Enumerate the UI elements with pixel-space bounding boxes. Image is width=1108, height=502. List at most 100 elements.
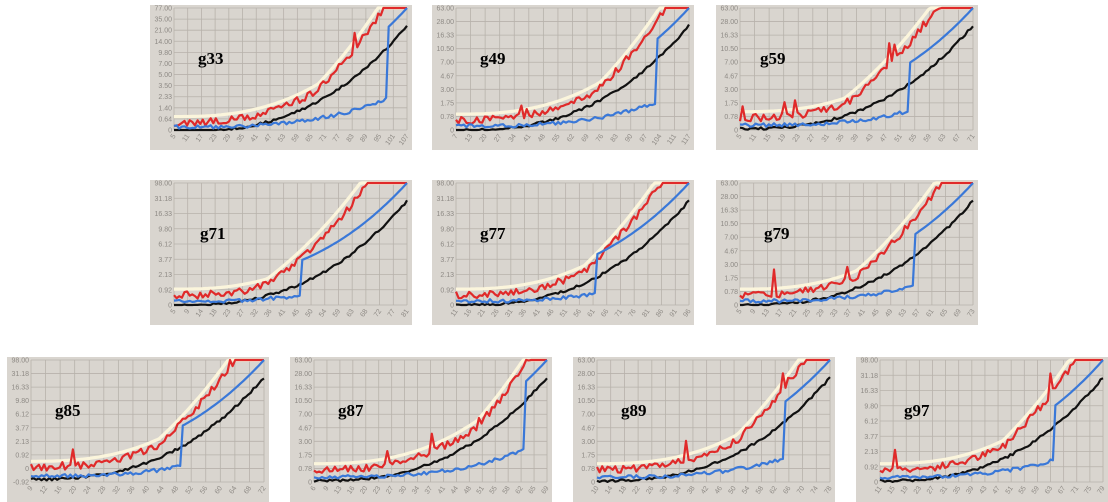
y-tick-label: 7.00	[581, 412, 595, 419]
x-tick-label: 11	[748, 133, 758, 143]
x-tick-label: 15	[887, 485, 897, 495]
x-tick-label: 71	[1070, 485, 1080, 495]
x-tick-label: 5	[736, 133, 744, 140]
x-tick-label: 35	[236, 133, 246, 143]
y-tick-label: 10.50	[294, 398, 312, 405]
y-tick-label: 6.12	[864, 419, 878, 426]
x-tick-label: 12	[39, 485, 49, 495]
x-tick-label: 23	[372, 485, 382, 495]
y-tick-label: 0.78	[581, 466, 595, 473]
x-tick-label: 11	[181, 133, 191, 143]
x-tick-label: 11	[874, 485, 884, 495]
x-tick-label: 15	[763, 133, 773, 143]
series-line-cream	[174, 6, 407, 119]
series-line-cream	[31, 358, 264, 463]
x-tick-label: 77	[332, 133, 342, 143]
x-tick-label: 44	[450, 485, 460, 495]
x-tick-label: 41	[437, 485, 447, 495]
chart-title-g33: g33	[198, 49, 224, 68]
y-tick-label: 2.33	[158, 94, 172, 101]
x-tick-label: 54	[741, 485, 751, 495]
y-tick-label: 7.00	[298, 412, 312, 419]
x-tick-label: 43	[864, 133, 874, 143]
y-tick-label: 0.92	[158, 287, 172, 294]
x-tick-label: 68	[243, 485, 253, 495]
x-tick-label: 73	[966, 308, 976, 318]
y-tick-label: 4.67	[298, 425, 312, 432]
x-tick-label: 90	[624, 133, 634, 143]
x-tick-label: 72	[257, 485, 267, 495]
x-tick-label: 53	[277, 133, 287, 143]
series-line-red	[455, 6, 689, 125]
y-tick-label: 2.13	[15, 439, 29, 446]
x-tick-label: 71	[318, 133, 328, 143]
y-tick-label: 3.00	[298, 439, 312, 446]
x-tick-label: 36	[126, 485, 136, 495]
x-tick-label: 72	[373, 308, 383, 318]
y-tick-label: 16.33	[860, 388, 878, 395]
series-line-blue	[30, 359, 265, 479]
y-tick-label: 10.50	[720, 46, 738, 53]
series-line-cream	[456, 6, 689, 116]
chart-title-g89: g89	[621, 401, 647, 420]
x-tick-label: 48	[170, 485, 180, 495]
y-tick-label: 3.00	[581, 439, 595, 446]
y-tick-label: 7.00	[158, 61, 172, 68]
x-tick-label: 41	[857, 308, 867, 318]
series-line-black	[596, 376, 831, 483]
y-tick-label: 2.13	[864, 449, 878, 456]
x-tick-label: 41	[250, 133, 260, 143]
series-line-black	[455, 199, 690, 307]
x-tick-label: 23	[913, 485, 923, 495]
y-tick-label: 0	[308, 480, 312, 487]
chart-svg-g97: 0 0.92 2.13 3.77 6.12 9.80 16.33 31.18 98.00 11 15…	[860, 358, 1106, 496]
x-tick-label: 35	[952, 485, 962, 495]
x-tick-label: 13	[464, 133, 474, 143]
x-tick-label: 16	[54, 485, 64, 495]
y-tick-label: 10.50	[436, 46, 454, 53]
x-tick-label: 95	[373, 133, 383, 143]
x-tick-label: 16	[346, 485, 356, 495]
y-tick-label: 0	[450, 303, 454, 310]
x-tick-label: 58	[502, 485, 512, 495]
x-tick-label: 65	[939, 308, 949, 318]
x-tick-label: 20	[479, 133, 489, 143]
series-line-cream	[740, 6, 973, 114]
y-tick-label: 0.92	[864, 464, 878, 471]
y-tick-label: 1.75	[724, 100, 738, 107]
x-tick-label: 29	[222, 133, 232, 143]
series-line-cream	[456, 181, 689, 291]
series-line-black	[313, 377, 548, 483]
x-tick-label: 48	[463, 485, 473, 495]
x-tick-label: 62	[769, 485, 779, 495]
x-tick-label: 69	[540, 485, 550, 495]
x-tick-label: 17	[195, 133, 205, 143]
x-tick-label: 21	[788, 308, 798, 318]
y-tick-label: 3.77	[15, 425, 29, 432]
x-tick-label: 59	[923, 133, 933, 143]
x-tick-label: 18	[209, 308, 219, 318]
x-tick-label: 36	[263, 308, 273, 318]
x-tick-label: 74	[810, 485, 820, 495]
chart-panel-g77: 0 0.92 2.13 3.77 6.12 9.80 16.33 31.18 98.00 11 16…	[432, 180, 694, 325]
y-tick-label: 0	[734, 128, 738, 135]
y-tick-label: 0	[734, 303, 738, 310]
y-tick-label: 4.67	[724, 248, 738, 255]
x-tick-label: 19	[777, 133, 787, 143]
series-line-cream	[880, 358, 1103, 466]
x-tick-label: 63	[1044, 485, 1054, 495]
x-tick-label: 111	[666, 133, 678, 146]
x-tick-label: 51	[894, 133, 904, 143]
y-tick-label: 7.00	[724, 235, 738, 242]
x-tick-label: 29	[816, 308, 826, 318]
x-tick-label: 52	[185, 485, 195, 495]
x-tick-label: 6	[310, 485, 318, 492]
x-tick-label: 58	[755, 485, 765, 495]
x-tick-label: 23	[792, 133, 802, 143]
x-tick-label: 46	[545, 308, 555, 318]
chart-svg-g89: 0 0.78 1.75 3.00 4.67 7.00 10.50 16.33 28.00 63.0…	[577, 358, 833, 496]
y-tick-label: 2.13	[440, 272, 454, 279]
y-tick-label: 0	[168, 128, 172, 135]
x-tick-label: 57	[912, 308, 922, 318]
chart-title-g79: g79	[764, 224, 790, 243]
